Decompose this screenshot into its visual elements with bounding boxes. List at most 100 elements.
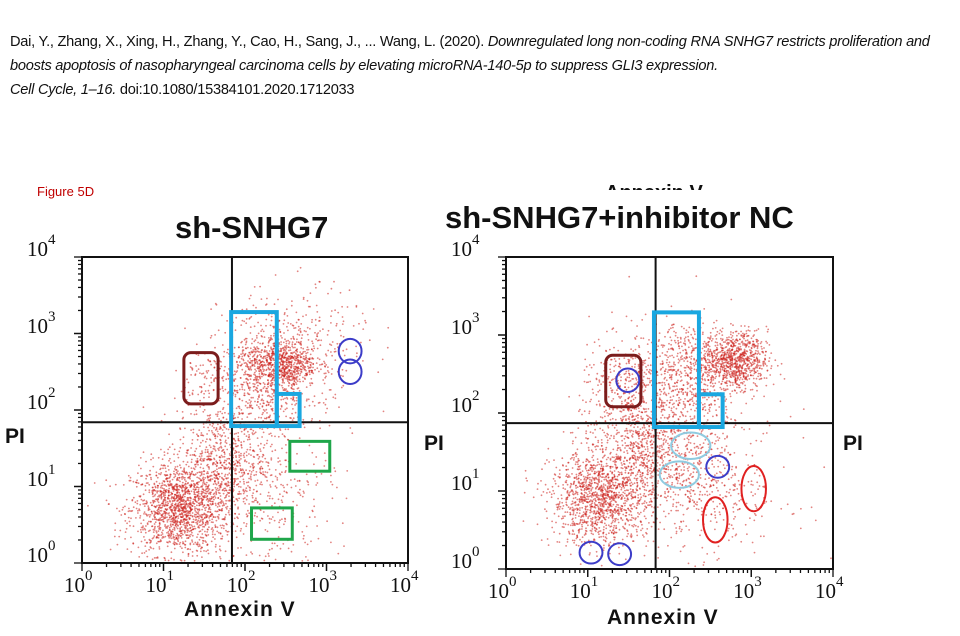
event-dot xyxy=(169,535,172,538)
tick-exponent: 3 xyxy=(329,568,338,584)
event-dot xyxy=(348,289,351,292)
event-dot xyxy=(295,397,298,399)
event-dot xyxy=(168,506,171,509)
event-dot xyxy=(238,471,241,473)
event-dot xyxy=(148,520,150,523)
event-dot xyxy=(248,387,250,390)
event-dot xyxy=(346,470,349,472)
event-dot xyxy=(591,516,594,519)
event-dot xyxy=(265,417,268,420)
event-dot xyxy=(187,528,189,530)
event-dot xyxy=(564,511,567,513)
event-dot xyxy=(155,480,158,483)
event-dot xyxy=(162,536,165,539)
event-dot xyxy=(598,477,600,479)
event-dot xyxy=(324,459,327,462)
event-dot xyxy=(272,347,275,350)
event-dot xyxy=(304,366,307,368)
event-dot xyxy=(255,473,257,476)
event-dot xyxy=(228,495,230,498)
event-dot xyxy=(143,527,146,530)
event-dot xyxy=(214,469,217,472)
event-dot xyxy=(300,368,303,371)
event-dot xyxy=(188,505,191,508)
event-dot xyxy=(208,459,211,462)
event-dot xyxy=(211,431,214,434)
event-dot xyxy=(259,493,262,495)
event-dot xyxy=(581,528,583,530)
event-dot xyxy=(198,455,201,458)
event-dot xyxy=(277,511,279,514)
event-dot xyxy=(218,446,221,449)
event-dot xyxy=(599,505,602,507)
event-dot xyxy=(265,359,268,362)
event-dot xyxy=(179,486,182,489)
event-dot xyxy=(290,304,293,307)
event-dot xyxy=(185,510,187,513)
event-dot xyxy=(281,384,283,387)
event-dot xyxy=(277,298,279,301)
event-dot xyxy=(202,489,205,492)
event-dot xyxy=(271,504,273,507)
event-dot xyxy=(227,412,230,415)
event-dot xyxy=(579,482,581,485)
event-dot xyxy=(281,337,283,339)
event-dot xyxy=(602,528,605,531)
event-dot xyxy=(298,341,300,344)
event-dot xyxy=(298,318,300,321)
event-dot xyxy=(624,499,626,502)
event-dot xyxy=(142,528,144,531)
event-dot xyxy=(191,368,194,371)
event-dot xyxy=(276,544,279,547)
event-dot xyxy=(308,444,311,447)
event-dot xyxy=(237,506,240,509)
event-dot xyxy=(198,504,200,507)
event-dot xyxy=(263,361,265,364)
event-dot xyxy=(150,458,152,461)
event-dot xyxy=(243,456,246,458)
event-dot xyxy=(245,378,247,380)
event-dot xyxy=(135,485,138,488)
event-dot xyxy=(284,435,286,438)
event-dot xyxy=(197,511,200,513)
event-dot xyxy=(295,359,298,362)
event-dot xyxy=(150,540,152,542)
event-dot xyxy=(233,413,236,415)
event-dot xyxy=(179,438,182,441)
event-dot xyxy=(188,516,190,519)
event-dot xyxy=(233,433,236,435)
event-dot xyxy=(202,525,204,528)
event-dot xyxy=(285,340,288,343)
event-dot xyxy=(220,445,222,448)
event-dot xyxy=(223,517,226,520)
event-dot xyxy=(163,517,165,520)
event-dot xyxy=(202,459,205,462)
event-dot xyxy=(312,366,314,369)
event-dot xyxy=(300,370,302,373)
event-dot xyxy=(285,357,288,360)
event-dot xyxy=(178,450,181,453)
event-dot xyxy=(166,527,169,529)
event-dot xyxy=(182,541,184,543)
event-dot xyxy=(572,483,575,486)
event-dot xyxy=(302,296,305,299)
event-dot xyxy=(270,382,273,384)
event-dot xyxy=(170,491,172,494)
event-dot xyxy=(282,346,285,349)
event-dot xyxy=(162,495,165,497)
event-dot xyxy=(137,482,140,485)
event-dot xyxy=(178,513,181,516)
event-dot xyxy=(290,486,293,489)
event-dot xyxy=(578,531,580,534)
event-dot xyxy=(293,400,296,402)
event-dot xyxy=(193,486,196,489)
event-dot xyxy=(256,500,259,503)
event-dot xyxy=(568,494,571,497)
event-dot xyxy=(175,507,178,509)
event-dot xyxy=(336,342,339,345)
event-dot xyxy=(291,357,294,360)
event-dot xyxy=(271,480,274,483)
event-dot xyxy=(566,538,569,541)
event-dot xyxy=(238,497,241,500)
event-dot xyxy=(289,349,292,351)
